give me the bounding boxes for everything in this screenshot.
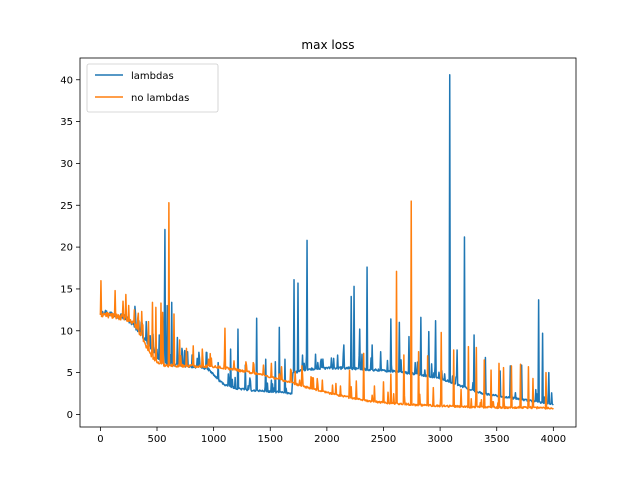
y-tick-label: 20 [60,243,73,254]
legend-label-no-lambdas: no lambdas [131,93,189,104]
y-tick-label: 40 [60,75,73,86]
legend: lambdas no lambdas [86,63,219,113]
y-tick-label: 0 [67,410,73,421]
y-tick-label: 5 [67,368,73,379]
x-tick-label: 500 [147,434,166,445]
series-layer [99,73,554,410]
chart-title: max loss [301,38,354,52]
series-line-no-lambdas [99,200,554,410]
x-tick-label: 1500 [258,434,283,445]
x-tick-label: 1000 [201,434,226,445]
x-tick-label: 0 [97,434,103,445]
x-tick-label: 4000 [541,434,566,445]
y-tick-label: 35 [60,117,73,128]
legend-box [86,63,219,113]
y-tick-label: 10 [60,326,73,337]
x-tick-label: 2000 [314,434,339,445]
legend-label-lambdas: lambdas [131,71,174,82]
y-tick-label: 15 [60,284,73,295]
x-tick-label: 3000 [427,434,452,445]
y-tick-label: 25 [60,201,73,212]
plot-frame [79,57,577,428]
x-tick-label: 2500 [371,434,396,445]
x-tick-label: 3500 [484,434,509,445]
y-axis: 0 5 10 15 20 25 30 35 40 [60,75,80,421]
x-axis: 0 500 1000 1500 2000 2500 3000 3500 4000 [97,427,566,445]
y-tick-label: 30 [60,159,73,170]
series-line-lambdas [99,73,554,406]
